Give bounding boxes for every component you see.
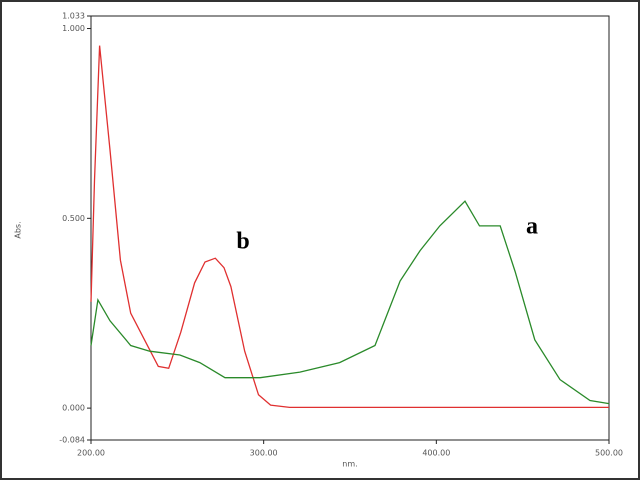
y-tick-label: 1.033 xyxy=(62,12,85,21)
annotation: a xyxy=(526,214,538,240)
y-tick-label: 0.500 xyxy=(62,214,85,223)
annotation: b xyxy=(236,229,249,255)
y-tick-label: -0.084 xyxy=(59,436,85,445)
x-tick-label: 400.00 xyxy=(422,449,450,458)
series-line xyxy=(90,200,610,405)
x-axis-label: nm. xyxy=(342,460,357,469)
series-line xyxy=(90,45,609,409)
x-tick-label: 500.00 xyxy=(595,449,623,458)
y-axis-label: Abs. xyxy=(14,221,23,238)
plot-frame xyxy=(90,15,610,441)
x-tick-label: 300.00 xyxy=(250,449,278,458)
y-tick-label: 1.000 xyxy=(62,24,85,33)
x-tick-label: 200.00 xyxy=(77,449,105,458)
y-tick-label: 0.000 xyxy=(62,404,85,413)
